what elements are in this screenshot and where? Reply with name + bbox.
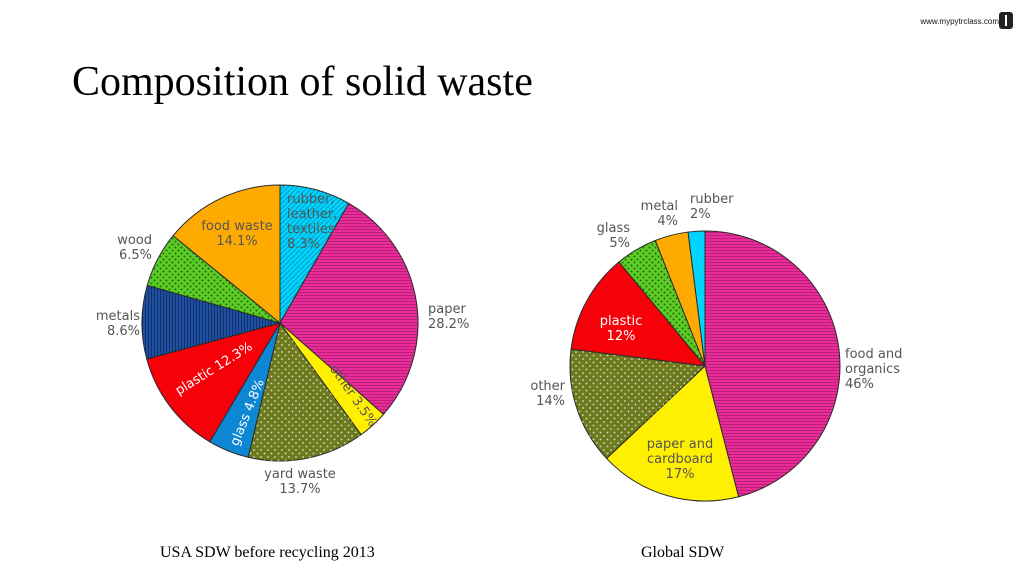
pie-label-metal: metal 4% bbox=[641, 199, 678, 229]
pie-slice-pattern-wood bbox=[147, 235, 280, 323]
pie-slice-pattern-food-and bbox=[705, 231, 841, 497]
pie-label-rubber: rubber 2% bbox=[690, 192, 734, 222]
pie-slice-plastic bbox=[570, 261, 707, 367]
pie-slice-pattern-paper bbox=[280, 203, 419, 415]
pie-label-yard-waste: yard waste 13.7% bbox=[264, 467, 336, 497]
pie-label-food-and: food and organics 46% bbox=[845, 347, 902, 392]
pie-slice-pattern-other bbox=[569, 349, 705, 459]
pie-slice-food-waste bbox=[172, 184, 281, 325]
pie-slice-rubber bbox=[687, 230, 706, 367]
pie-label-wood: wood 6.5% bbox=[117, 233, 152, 263]
pie-label-paper: paper 28.2% bbox=[428, 302, 469, 332]
pie-label-food-waste: food waste 14.1% bbox=[201, 219, 272, 249]
global-pie-chart: food and organics 46% paper and cardboard 17%… bbox=[530, 192, 902, 502]
pie-slice-pattern-rubber bbox=[280, 185, 349, 323]
usa-chart-caption: USA SDW before recycling 2013 bbox=[160, 544, 375, 561]
pie-label-metals: metals 8.6% bbox=[96, 309, 140, 339]
usa-pie-chart: rubber, leather, textiles 8.3%paper 28.2%oth… bbox=[96, 184, 469, 497]
pie-label-glass: glass 5% bbox=[597, 221, 631, 251]
pie-label-other: other 14% bbox=[530, 379, 565, 409]
pie-label-rubber: rubber, leather, textiles 8.3% bbox=[287, 192, 337, 252]
pie-slice-plastic-12-3 bbox=[146, 322, 282, 443]
site-url: www.mypytrclass.com bbox=[920, 17, 999, 26]
pie-label-plastic: plastic 12% bbox=[600, 314, 642, 344]
pie-slice-pattern-glass bbox=[618, 240, 705, 366]
pie-slice-pattern-yard-waste bbox=[248, 323, 362, 461]
global-chart-caption: Global SDW bbox=[641, 544, 725, 561]
site-logo-icon bbox=[999, 12, 1013, 29]
pie-slice-paper-and bbox=[605, 365, 740, 502]
pie-slice-pattern-metals bbox=[142, 285, 280, 359]
pie-label-paper-and: paper and cardboard 17% bbox=[647, 437, 713, 482]
page-title: Composition of solid waste bbox=[72, 59, 533, 105]
